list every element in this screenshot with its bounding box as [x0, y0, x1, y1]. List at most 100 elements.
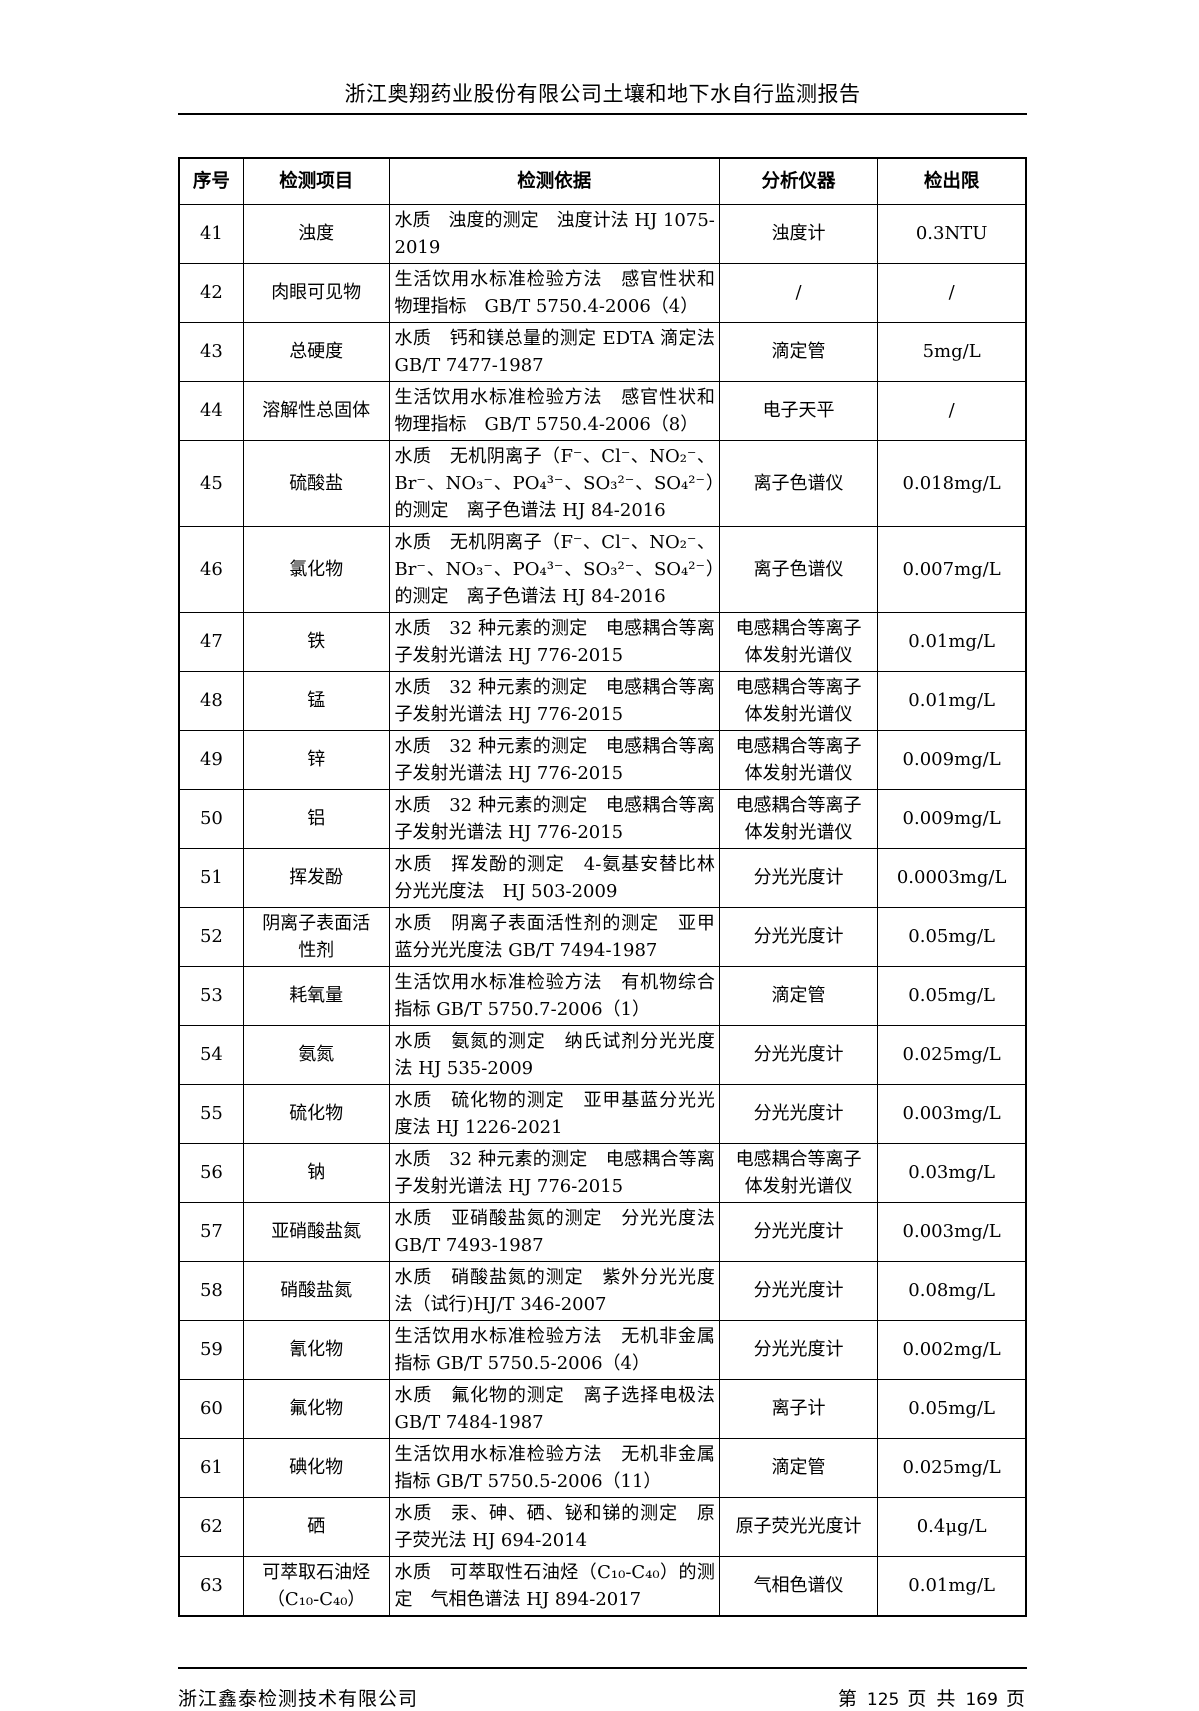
test-item-cell: 氟化物	[242, 1378, 390, 1439]
table-row: 57 亚硝酸盐氮 水质 亚硝酸盐氮的测定 分光光度法 GB/T 7493-198…	[178, 1201, 1027, 1262]
instrument-cell: 滴定管	[718, 1437, 879, 1498]
instrument-cell: 电感耦合等离子体发射光谱仪	[718, 611, 879, 672]
table-body: 41 浊度 水质 浊度的测定 浊度计法 HJ 1075-2019 浊度计 0.3…	[178, 203, 1027, 1616]
test-basis-cell: 水质 氟化物的测定 离子选择电极法 GB/T 7484-1987	[388, 1378, 720, 1439]
detection-limit-cell: 0.08mg/L	[877, 1260, 1027, 1321]
row-number-cell: 57	[178, 1201, 244, 1262]
detection-limit-cell: 0.05mg/L	[877, 1378, 1027, 1439]
row-number-cell: 47	[178, 611, 244, 672]
test-basis-cell: 生活饮用水标准检验方法 有机物综合指标 GB/T 5750.7-2006（1）	[388, 965, 720, 1026]
instrument-cell: 电感耦合等离子体发射光谱仪	[718, 788, 879, 849]
pagination-label-middle: 页 共	[907, 1687, 958, 1710]
table-row: 56 钠 水质 32 种元素的测定 电感耦合等离子发射光谱法 HJ 776-20…	[178, 1142, 1027, 1203]
page-title: 浙江奥翔药业股份有限公司土壤和地下水自行监测报告	[344, 82, 861, 106]
table-row: 54 氨氮 水质 氨氮的测定 纳氏试剂分光光度法 HJ 535-2009 分光光…	[178, 1024, 1027, 1085]
test-item-cell: 碘化物	[242, 1437, 390, 1498]
table-row: 45 硫酸盐 水质 无机阴离子（F⁻、Cl⁻、NO₂⁻、Br⁻、NO₃⁻、PO₄…	[178, 439, 1027, 527]
header-divider	[178, 113, 1027, 115]
instrument-cell: 分光光度计	[718, 1260, 879, 1321]
pagination-label-end: 页	[1005, 1687, 1027, 1710]
table-row: 61 碘化物 生活饮用水标准检验方法 无机非金属指标 GB/T 5750.5-2…	[178, 1437, 1027, 1498]
test-basis-cell: 水质 硫化物的测定 亚甲基蓝分光光度法 HJ 1226-2021	[388, 1083, 720, 1144]
table-header-row: 序号 检测项目 检测依据 分析仪器 检出限	[178, 157, 1027, 205]
instrument-cell: 分光光度计	[718, 1319, 879, 1380]
table-row: 62 硒 水质 汞、砷、硒、铋和锑的测定 原子荧光法 HJ 694-2014 原…	[178, 1496, 1027, 1557]
footer-pagination: 第 125 页 共 169 页	[838, 1684, 1027, 1711]
test-basis-cell: 水质 无机阴离子（F⁻、Cl⁻、NO₂⁻、Br⁻、NO₃⁻、PO₄³⁻、SO₃²…	[388, 439, 720, 527]
table-row: 47 铁 水质 32 种元素的测定 电感耦合等离子发射光谱法 HJ 776-20…	[178, 611, 1027, 672]
test-item-cell: 硫酸盐	[242, 439, 390, 527]
test-item-cell: 浊度	[242, 203, 390, 264]
detection-limit-cell: 0.003mg/L	[877, 1201, 1027, 1262]
instrument-cell: 电感耦合等离子体发射光谱仪	[718, 670, 879, 731]
total-page-number: 169	[965, 1689, 998, 1710]
detection-limit-cell: 0.03mg/L	[877, 1142, 1027, 1203]
instrument-cell: 电子天平	[718, 380, 879, 441]
current-page-number: 125	[866, 1689, 900, 1710]
test-basis-cell: 水质 32 种元素的测定 电感耦合等离子发射光谱法 HJ 776-2015	[388, 611, 720, 672]
table-row: 49 锌 水质 32 种元素的测定 电感耦合等离子发射光谱法 HJ 776-20…	[178, 729, 1027, 790]
table-row: 43 总硬度 水质 钙和镁总量的测定 EDTA 滴定法 GB/T 7477-19…	[178, 321, 1027, 382]
page-footer: 浙江鑫泰检测技术有限公司 第 125 页 共 169 页	[178, 1677, 1027, 1711]
row-number-cell: 55	[178, 1083, 244, 1144]
instrument-cell: /	[718, 262, 879, 323]
test-basis-cell: 水质 硝酸盐氮的测定 紫外分光光度法（试行)HJ/T 346-2007	[388, 1260, 720, 1321]
column-header-limit: 检出限	[877, 157, 1027, 205]
table-row: 42 肉眼可见物 生活饮用水标准检验方法 感官性状和物理指标 GB/T 5750…	[178, 262, 1027, 323]
instrument-cell: 离子色谱仪	[718, 439, 879, 527]
table-row: 63 可萃取石油烃（C₁₀-C₄₀） 水质 可萃取性石油烃（C₁₀-C₄₀）的测…	[178, 1555, 1027, 1616]
table-row: 44 溶解性总固体 生活饮用水标准检验方法 感官性状和物理指标 GB/T 575…	[178, 380, 1027, 441]
instrument-cell: 分光光度计	[718, 906, 879, 967]
detection-limit-cell: 0.3NTU	[877, 203, 1027, 264]
test-item-cell: 钠	[242, 1142, 390, 1203]
detection-limit-cell: 0.05mg/L	[877, 906, 1027, 967]
detection-limit-cell: 0.01mg/L	[877, 1555, 1027, 1616]
test-basis-cell: 水质 挥发酚的测定 4-氨基安替比林分光光度法 HJ 503-2009	[388, 847, 720, 908]
test-basis-cell: 生活饮用水标准检验方法 无机非金属指标 GB/T 5750.5-2006（4）	[388, 1319, 720, 1380]
test-item-cell: 铁	[242, 611, 390, 672]
test-item-cell: 硝酸盐氮	[242, 1260, 390, 1321]
row-number-cell: 49	[178, 729, 244, 790]
table-row: 41 浊度 水质 浊度的测定 浊度计法 HJ 1075-2019 浊度计 0.3…	[178, 203, 1027, 264]
test-item-cell: 肉眼可见物	[242, 262, 390, 323]
table-row: 51 挥发酚 水质 挥发酚的测定 4-氨基安替比林分光光度法 HJ 503-20…	[178, 847, 1027, 908]
row-number-cell: 44	[178, 380, 244, 441]
row-number-cell: 46	[178, 525, 244, 613]
instrument-cell: 分光光度计	[718, 1201, 879, 1262]
table-row: 48 锰 水质 32 种元素的测定 电感耦合等离子发射光谱法 HJ 776-20…	[178, 670, 1027, 731]
detection-limit-cell: /	[877, 380, 1027, 441]
table-row: 50 铝 水质 32 种元素的测定 电感耦合等离子发射光谱法 HJ 776-20…	[178, 788, 1027, 849]
test-item-cell: 氰化物	[242, 1319, 390, 1380]
footer-company-name: 浙江鑫泰检测技术有限公司	[178, 1687, 419, 1710]
footer-divider	[178, 1666, 1027, 1669]
instrument-cell: 电感耦合等离子体发射光谱仪	[718, 1142, 879, 1203]
detection-limit-cell: 0.003mg/L	[877, 1083, 1027, 1144]
detection-limit-cell: /	[877, 262, 1027, 323]
test-item-cell: 溶解性总固体	[242, 380, 390, 441]
detection-methods-table: 序号 检测项目 检测依据 分析仪器 检出限 41 浊度 水质 浊度的测定 浊度计…	[178, 157, 1027, 1617]
test-basis-cell: 生活饮用水标准检验方法 感官性状和物理指标 GB/T 5750.4-2006（4…	[388, 262, 720, 323]
instrument-cell: 分光光度计	[718, 847, 879, 908]
detection-limit-cell: 0.025mg/L	[877, 1437, 1027, 1498]
row-number-cell: 59	[178, 1319, 244, 1380]
table-row: 55 硫化物 水质 硫化物的测定 亚甲基蓝分光光度法 HJ 1226-2021 …	[178, 1083, 1027, 1144]
test-basis-cell: 水质 无机阴离子（F⁻、Cl⁻、NO₂⁻、Br⁻、NO₃⁻、PO₄³⁻、SO₃²…	[388, 525, 720, 613]
instrument-cell: 滴定管	[718, 965, 879, 1026]
test-basis-cell: 水质 浊度的测定 浊度计法 HJ 1075-2019	[388, 203, 720, 264]
row-number-cell: 54	[178, 1024, 244, 1085]
test-basis-cell: 生活饮用水标准检验方法 感官性状和物理指标 GB/T 5750.4-2006（8…	[388, 380, 720, 441]
pagination-label-front: 第	[837, 1687, 859, 1710]
instrument-cell: 滴定管	[718, 321, 879, 382]
test-item-cell: 铝	[242, 788, 390, 849]
test-basis-cell: 水质 可萃取性石油烃（C₁₀-C₄₀）的测定 气相色谱法 HJ 894-2017	[388, 1555, 720, 1616]
row-number-cell: 51	[178, 847, 244, 908]
test-item-cell: 耗氧量	[242, 965, 390, 1026]
detection-limit-cell: 0.4μg/L	[877, 1496, 1027, 1557]
detection-limit-cell: 0.025mg/L	[877, 1024, 1027, 1085]
row-number-cell: 42	[178, 262, 244, 323]
test-item-cell: 总硬度	[242, 321, 390, 382]
row-number-cell: 58	[178, 1260, 244, 1321]
table-row: 60 氟化物 水质 氟化物的测定 离子选择电极法 GB/T 7484-1987 …	[178, 1378, 1027, 1439]
test-item-cell: 锰	[242, 670, 390, 731]
instrument-cell: 离子色谱仪	[718, 525, 879, 613]
